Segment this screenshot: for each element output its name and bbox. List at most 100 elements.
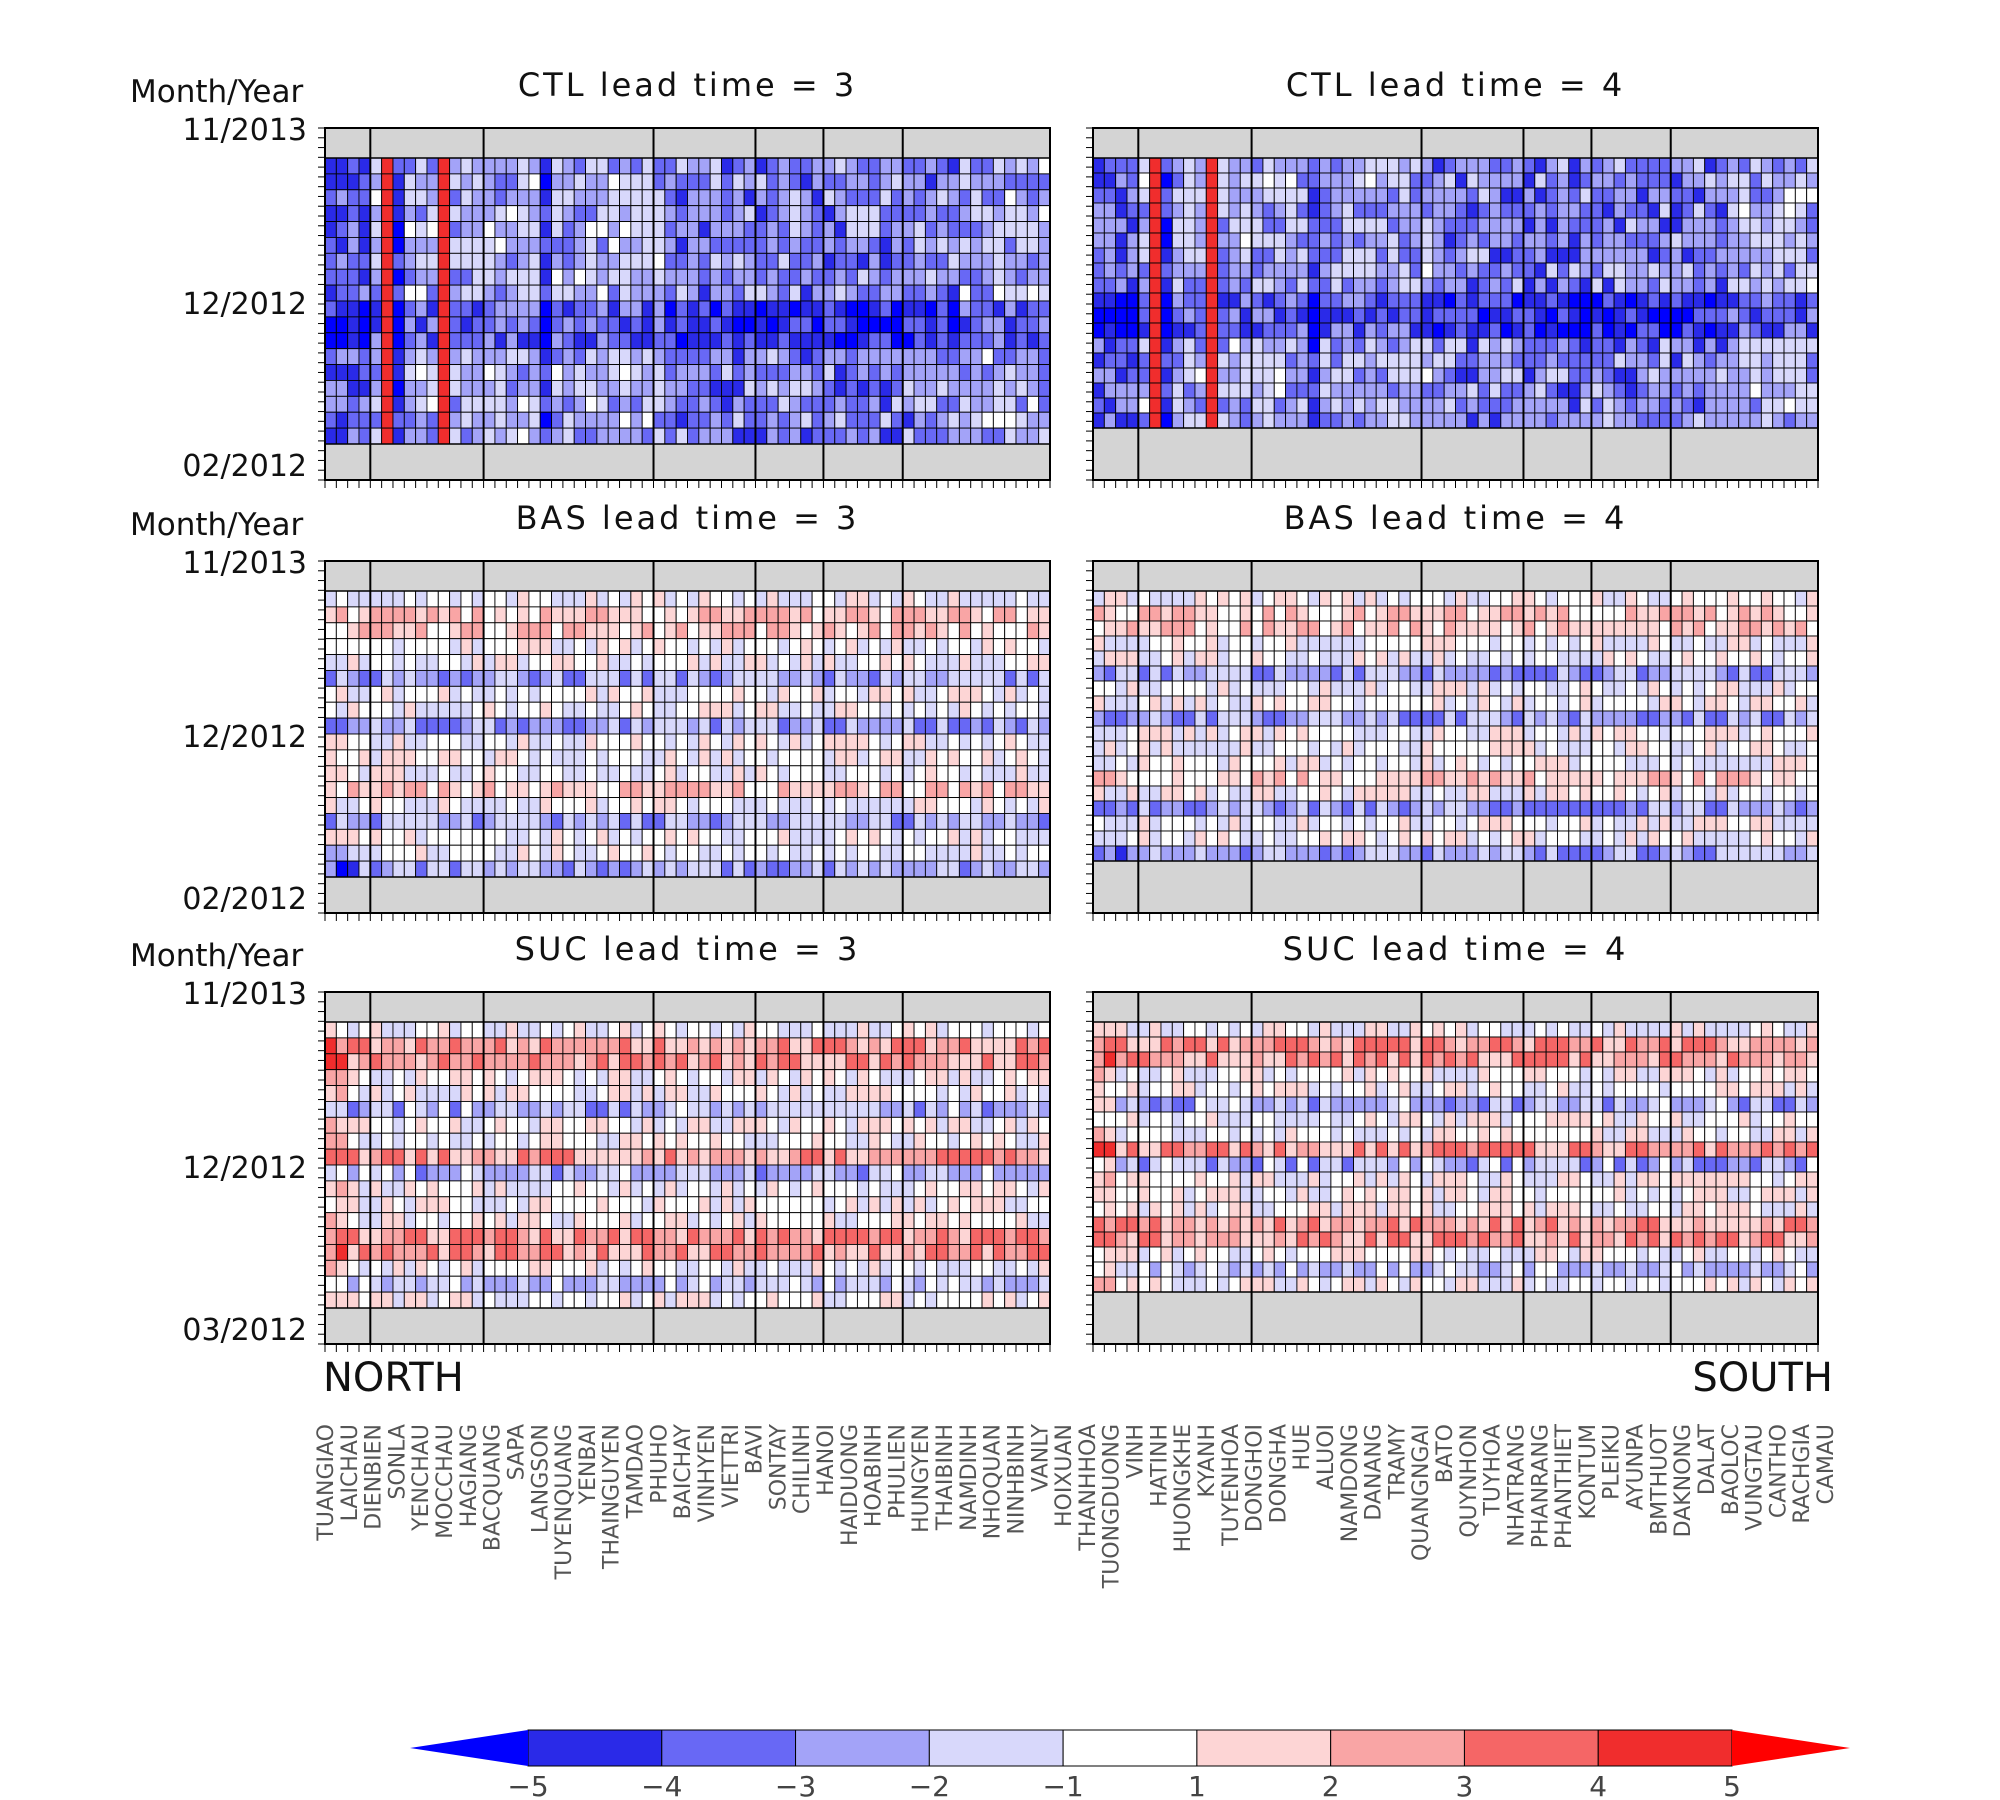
heatmap-cell <box>347 173 360 191</box>
top-band <box>325 128 1050 158</box>
heatmap-cell <box>845 749 858 767</box>
heatmap-cell <box>415 332 428 350</box>
heatmap-cell <box>562 701 575 719</box>
heatmap-cell <box>1421 650 1434 667</box>
heatmap-cell <box>755 427 768 445</box>
heatmap-cell <box>1115 397 1128 414</box>
heatmap-cell <box>562 189 575 207</box>
heatmap-cell <box>641 669 654 687</box>
heatmap-cell <box>1432 605 1445 622</box>
heatmap-cell <box>426 765 439 783</box>
heatmap-cell <box>1364 830 1377 847</box>
heatmap-cell <box>1783 292 1796 309</box>
heatmap-cell <box>675 379 688 397</box>
heatmap-cell <box>1115 202 1128 219</box>
heatmap-cell <box>1568 635 1581 652</box>
heatmap-cell <box>1726 650 1740 667</box>
heatmap-cell <box>856 701 870 719</box>
heatmap-cell <box>800 300 813 318</box>
heatmap-cell <box>1262 680 1275 697</box>
heatmap-cell <box>1103 665 1117 682</box>
heatmap-cell <box>551 685 564 703</box>
heatmap-cell <box>1137 590 1151 607</box>
heatmap-cell <box>1251 770 1264 787</box>
heatmap-cell <box>1556 605 1570 622</box>
heatmap-cell <box>1285 187 1298 204</box>
heatmap-cell <box>1353 650 1366 667</box>
heatmap-cell <box>890 221 904 238</box>
heatmap-cell <box>1692 620 1706 637</box>
heatmap-cell <box>1026 669 1040 687</box>
heatmap-cell <box>460 733 473 751</box>
heatmap-cell <box>1602 292 1615 309</box>
heatmap-cell <box>1330 412 1343 429</box>
heatmap-cell <box>494 669 507 687</box>
heatmap-cell <box>369 844 383 862</box>
heatmap-cell <box>789 860 802 878</box>
heatmap-cell <box>924 844 938 862</box>
heatmap-cell <box>675 606 688 624</box>
heatmap-cell <box>1477 367 1490 384</box>
heatmap-cell <box>1749 770 1762 787</box>
heatmap-cell <box>1026 828 1040 846</box>
heatmap-cell <box>1160 172 1173 189</box>
heatmap-cell <box>1092 770 1105 787</box>
heatmap-cell <box>856 205 870 223</box>
heatmap-cell <box>1624 382 1638 399</box>
heatmap-cell <box>517 590 530 608</box>
heatmap-cell <box>709 797 722 814</box>
heatmap-cell <box>890 749 904 767</box>
heatmap-cell <box>1137 665 1151 682</box>
heatmap-cell <box>845 765 858 783</box>
heatmap-cell <box>596 348 609 366</box>
heatmap-cell <box>1760 157 1774 174</box>
heatmap-cell <box>1409 277 1422 294</box>
heatmap-cell <box>1092 232 1105 249</box>
heatmap-cell <box>675 844 688 862</box>
heatmap-cell <box>902 252 915 270</box>
heatmap-cell <box>1015 606 1028 624</box>
heatmap-cell <box>1194 157 1207 174</box>
heatmap-cell <box>1590 830 1604 847</box>
heatmap-cell <box>732 733 745 751</box>
heatmap-cell <box>732 781 745 799</box>
heatmap-cell <box>1738 292 1751 309</box>
heatmap-cell <box>1681 337 1694 354</box>
heatmap-cell <box>1794 322 1808 339</box>
heatmap-cell <box>437 749 451 767</box>
heatmap-cell <box>358 268 371 286</box>
heatmap-cell <box>1409 680 1422 697</box>
heatmap-cell <box>1545 277 1558 294</box>
heatmap-cell <box>324 300 337 318</box>
heatmap-cell <box>335 844 349 862</box>
heatmap-cell <box>1330 217 1343 234</box>
heatmap-cell <box>1364 650 1377 667</box>
heatmap-cell <box>709 669 722 687</box>
heatmap-cell <box>811 268 824 286</box>
heatmap-cell <box>1477 187 1490 204</box>
heatmap-cell <box>1409 172 1422 189</box>
heatmap-cell <box>1455 217 1468 234</box>
heatmap-cell <box>358 781 371 799</box>
heatmap-cell <box>653 606 666 624</box>
heatmap-cell <box>1455 337 1468 354</box>
heatmap-cell <box>1307 665 1321 682</box>
heatmap-cell <box>1511 755 1524 772</box>
heatmap-cell <box>1228 650 1241 667</box>
heatmap-cell <box>460 844 473 862</box>
heatmap-cell <box>551 316 564 334</box>
heatmap-cell <box>551 701 564 719</box>
heatmap-cell <box>1387 830 1400 847</box>
heatmap-cell <box>1602 590 1615 607</box>
heatmap-cell <box>1217 695 1230 712</box>
heatmap-cell <box>947 332 960 350</box>
heatmap-cell <box>834 300 847 318</box>
heatmap-cell <box>1794 247 1808 264</box>
heatmap-cell <box>483 606 496 624</box>
heatmap-cell <box>868 348 881 366</box>
heatmap-cell <box>1375 292 1388 309</box>
heatmap-cell <box>347 395 360 413</box>
heatmap-cell <box>335 781 349 799</box>
heatmap-cell <box>1262 322 1275 339</box>
heatmap-cell <box>403 379 417 397</box>
